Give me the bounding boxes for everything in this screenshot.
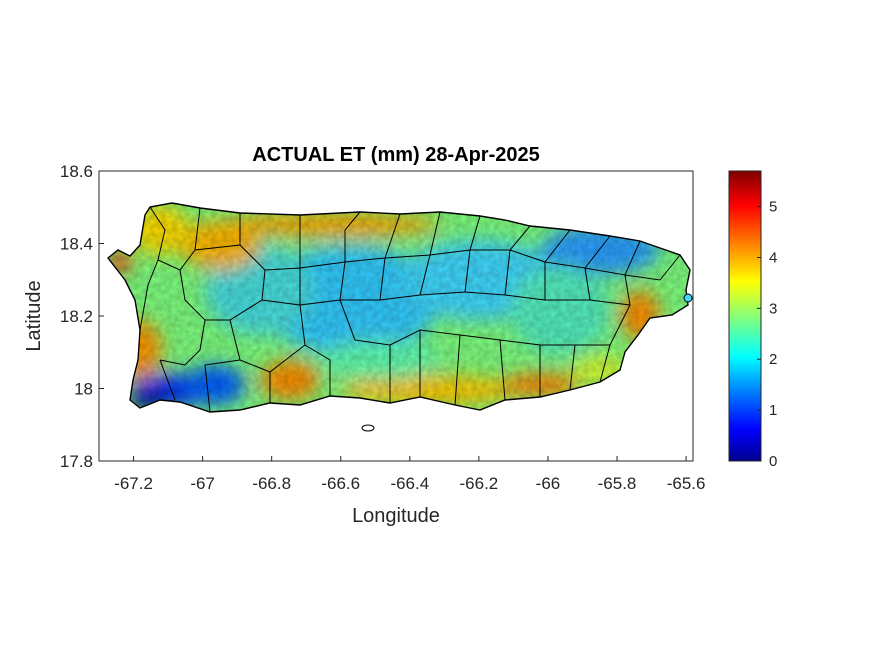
x-tick-label: -66.8 — [252, 474, 291, 493]
islet-east — [683, 293, 693, 303]
colorbar-tick-label: 4 — [769, 249, 777, 266]
x-axis-label: Longitude — [352, 505, 440, 527]
x-tick-label: -66 — [536, 474, 561, 493]
map-title: ACTUAL ET (mm) 28-Apr-2025 — [252, 144, 539, 166]
municipality-boundaries — [139, 206, 681, 413]
islet-caja-de-muertos — [361, 424, 375, 432]
x-tick-label: -66.6 — [321, 474, 360, 493]
y-tick-label: 17.8 — [60, 452, 93, 471]
colorbar-ticks: 5 4 3 2 1 0 — [757, 199, 777, 470]
colorbar-tick-label: 3 — [769, 300, 777, 317]
et-field — [108, 203, 690, 412]
y-axis-label: Latitude — [23, 280, 45, 351]
x-tick-label: -66.2 — [460, 474, 499, 493]
x-axis-ticks: -67.2 -67 -66.8 -66.6 -66.4 -66.2 -66 -65.8 -65.… — [114, 456, 705, 493]
x-tick-label: -65.8 — [598, 474, 637, 493]
y-tick-label: 18.2 — [60, 307, 93, 326]
colorbar-tick-label: 0 — [769, 453, 777, 470]
y-axis-ticks: 18.6 18.4 18.2 18 17.8 — [60, 162, 104, 471]
colorbar-tick-label: 2 — [769, 351, 777, 368]
x-tick-label: -65.6 — [667, 474, 706, 493]
colorbar — [728, 170, 762, 462]
colorbar-tick-label: 5 — [769, 199, 777, 216]
x-tick-label: -66.4 — [390, 474, 429, 493]
y-tick-label: 18.6 — [60, 162, 93, 181]
x-tick-label: -67 — [190, 474, 215, 493]
y-tick-label: 18.4 — [60, 235, 93, 254]
y-tick-label: 18 — [74, 380, 93, 399]
colorbar-tick-label: 1 — [769, 402, 777, 419]
x-tick-label: -67.2 — [114, 474, 153, 493]
